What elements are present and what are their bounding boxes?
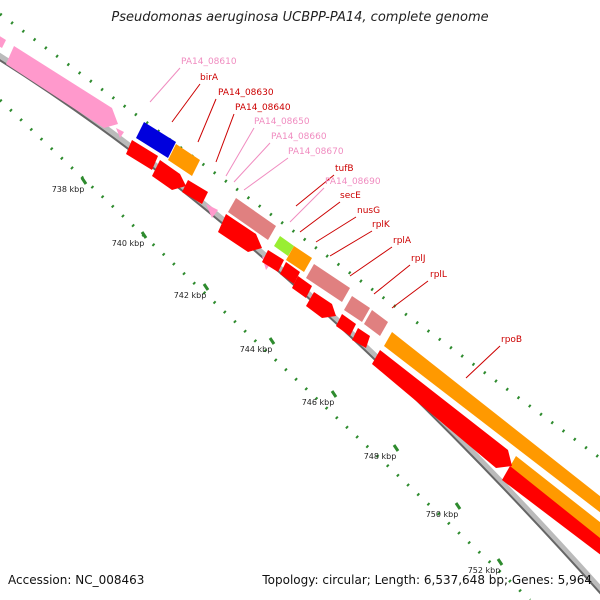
gene-label: PA14_08650 <box>254 117 310 127</box>
gene-arrow-pa14-08640 <box>152 160 186 190</box>
outer-guide-line <box>0 12 600 460</box>
gene-label: PA14_08610 <box>181 57 237 67</box>
label-leader-line <box>149 67 181 103</box>
tick-mark <box>454 502 462 510</box>
label-leader-line <box>215 113 235 163</box>
label-leader-line <box>373 264 411 295</box>
tick-label: 746 kbp <box>302 398 335 407</box>
gene-arrow-pa14-08620 <box>126 140 158 170</box>
label-leader-line <box>329 230 373 257</box>
label-leader-line <box>171 83 201 123</box>
gene-label: tufB <box>335 164 354 174</box>
tick-label: 738 kbp <box>52 185 85 194</box>
tick-mark <box>392 444 400 452</box>
accession-label: Accession: NC_008463 <box>8 573 144 587</box>
gene-label: rpoB <box>501 335 522 345</box>
gene-arrow-small-d <box>292 276 312 298</box>
label-leader-line <box>197 98 217 143</box>
gene-block-pa14-08690 <box>274 236 294 256</box>
label-leader-line <box>315 216 357 243</box>
gene-block-nusG <box>306 264 350 302</box>
gene-arrow-pa14-08600 <box>0 36 6 48</box>
label-leader-line <box>233 142 271 183</box>
gene-block-pa14-08650 <box>228 198 276 240</box>
gene-block-rpoB <box>384 332 600 513</box>
gene-label: PA14_08640 <box>235 103 291 113</box>
label-leader-line <box>243 157 289 191</box>
gene-block-rpoC <box>508 456 600 539</box>
tick-label: 744 kbp <box>240 345 273 354</box>
gene-arrow-long-rev <box>502 466 600 555</box>
gene-arrow-rpoB-rev <box>372 350 512 468</box>
label-leader-line <box>225 127 255 177</box>
tick-mark <box>80 177 88 185</box>
tick-label: 740 kbp <box>112 239 145 248</box>
gene-block-rplK <box>344 296 370 322</box>
scale-ticks: 738 kbp 740 kbp 742 kbp 744 kbp 746 kbp 748 k… <box>52 177 504 575</box>
genome-summary: Topology: circular; Length: 6,537,648 bp… <box>261 573 592 587</box>
reverse-strand-genes <box>126 140 600 555</box>
label-leader-line <box>465 345 501 379</box>
gene-label: PA14_08690 <box>325 177 381 187</box>
gene-label: PA14_08660 <box>271 132 327 142</box>
gene-arrow-small-pink <box>116 128 124 138</box>
label-leader-line <box>349 246 393 277</box>
gene-arrow-pa14-08610 <box>6 46 118 128</box>
tick-label: 742 kbp <box>174 291 207 300</box>
gene-labels: PA14_08610 birA PA14_08630 PA14_08640 PA14_0… <box>149 57 522 379</box>
gene-label: rplK <box>372 220 391 230</box>
gene-arrow-tufB <box>218 214 262 252</box>
gene-block-pa14-08630 <box>168 144 200 176</box>
gene-arrow-small-c <box>280 262 300 284</box>
gene-arrow-pa14-08670 <box>206 204 218 218</box>
label-leader-line <box>295 174 335 207</box>
gene-arrow-rplJ <box>352 328 370 348</box>
tick-mark <box>268 337 276 345</box>
inner-guide-line <box>0 98 532 600</box>
gene-label: rplJ <box>411 254 426 264</box>
map-title: Pseudomonas aeruginosa UCBPP-PA14, compl… <box>111 10 488 25</box>
gene-label: secE <box>340 191 361 201</box>
gene-label: rplA <box>393 236 412 246</box>
gene-label: rplL <box>430 270 447 280</box>
gene-arrow-rplL <box>336 314 356 336</box>
gene-block-rplA <box>364 310 388 336</box>
label-leader-line <box>289 187 325 223</box>
tick-mark <box>140 231 148 239</box>
gene-label: nusG <box>357 206 380 216</box>
tick-mark <box>202 283 210 291</box>
gene-arrow-pa14-08660 <box>182 180 208 204</box>
gene-arrow-small-b <box>262 250 284 272</box>
label-leader-line <box>391 280 429 309</box>
tick-label: 748 kbp <box>364 452 397 461</box>
gene-label: PA14_08670 <box>288 147 344 157</box>
gene-label: PA14_08630 <box>218 88 274 98</box>
gene-block-bira <box>136 122 176 158</box>
gene-label: birA <box>200 73 219 83</box>
label-leader-line <box>299 201 341 233</box>
gene-arrow-mid <box>306 292 336 318</box>
tick-mark <box>330 390 338 398</box>
gene-block-secE <box>286 246 312 272</box>
forward-strand-genes <box>0 36 600 539</box>
guide-lines <box>0 12 600 600</box>
tick-label: 752 kbp <box>468 566 501 575</box>
tick-label: 750 kbp <box>426 510 459 519</box>
tick-mark <box>496 558 504 566</box>
